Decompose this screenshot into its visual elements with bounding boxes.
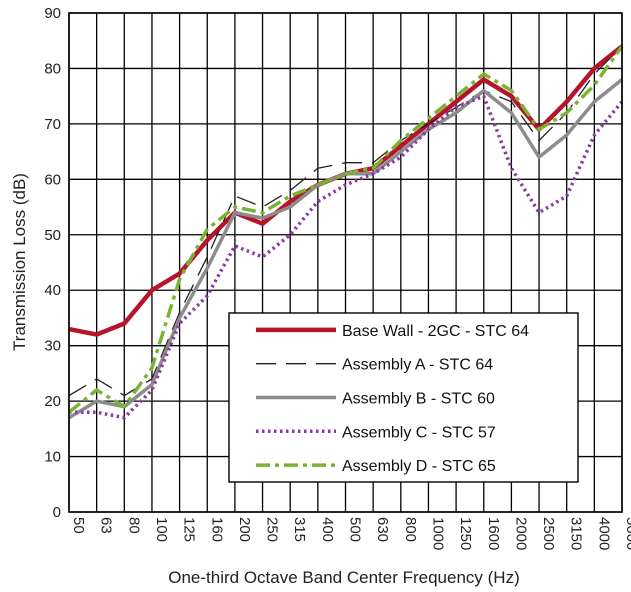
x-tick-label: 63 [98,517,115,534]
y-tick-label: 20 [44,393,61,410]
x-tick-label: 2500 [540,517,557,550]
x-tick-label: 50 [70,517,87,534]
y-tick-label: 70 [44,116,61,133]
y-tick-label: 0 [53,504,61,521]
x-tick-label: 5000 [623,517,631,550]
series-line-3 [69,94,624,420]
x-tick-label: 160 [208,517,225,542]
series-line-1 [68,45,623,397]
x-tick-label: 1600 [485,517,502,550]
x-axis-ticks: 50 63 80 100 125 160 200 250 315 400 500 630 800 1000… [70,517,631,550]
plot-frame [68,12,623,513]
x-tick-label: 400 [319,517,336,542]
y-tick-label: 10 [44,449,61,466]
legend-label-2: Assembly B - STC 60 [342,391,495,408]
x-tick-label: 2000 [512,517,529,550]
x-tick-label: 1000 [429,517,446,550]
x-tick-label: 200 [236,517,253,542]
legend-label-0: Base Wall - 2GC - STC 64 [342,323,529,340]
series-line-4 [67,45,624,414]
legend: Base Wall - 2GC - STC 64 Assembly A - STC… [228,312,579,483]
x-tick-label: 630 [374,517,391,542]
y-axis-label: Transmission Loss (dB) [10,173,29,351]
x-tick-label: 800 [402,517,419,542]
x-tick-label: 100 [153,517,170,542]
x-tick-label: 1250 [457,517,474,550]
x-tick-label: 125 [181,517,198,542]
legend-label-1: Assembly A - STC 64 [342,357,493,374]
x-tick-label: 315 [291,517,308,542]
x-tick-label: 250 [264,517,281,542]
y-tick-label: 90 [44,5,61,22]
y-tick-label: 60 [44,171,61,188]
y-axis-ticks: 0 10 20 30 40 50 60 70 80 90 [44,5,61,521]
x-tick-label: 500 [347,517,364,542]
y-tick-label: 30 [44,338,61,355]
legend-label-4: Assembly D - STC 65 [342,458,496,475]
y-tick-label: 40 [44,282,61,299]
series-lines [67,44,624,420]
x-tick-label: 3150 [568,517,585,550]
x-tick-label: 4000 [595,517,612,550]
y-tick-label: 50 [44,227,61,244]
x-axis-label: One-third Octave Band Center Frequency (… [168,568,519,587]
legend-label-3: Assembly C - STC 57 [342,424,496,441]
y-tick-label: 80 [44,60,61,77]
x-tick-label: 80 [125,517,142,534]
